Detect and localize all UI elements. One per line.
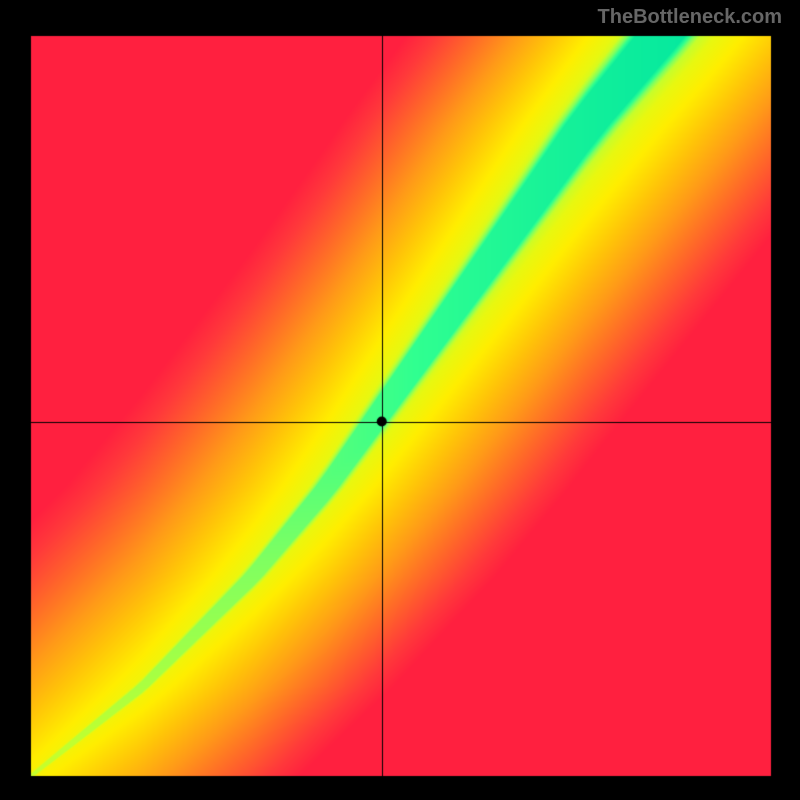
watermark-text: TheBottleneck.com [598, 6, 782, 29]
bottleneck-heatmap [0, 0, 800, 800]
